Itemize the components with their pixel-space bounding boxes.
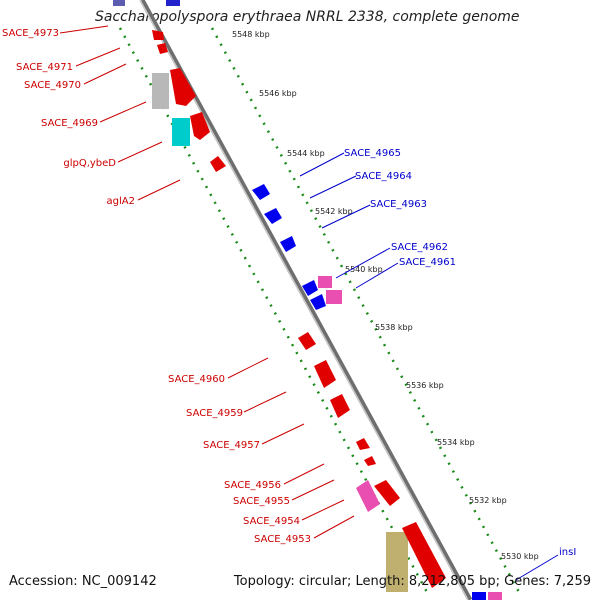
kbp-tick-label: 5538 kbp [375, 323, 413, 332]
gene-label[interactable]: SACE_4959 [186, 408, 243, 419]
gene-label[interactable]: SACE_4971 [16, 62, 73, 73]
outer-ruler-dots [210, 27, 522, 595]
gene-label[interactable]: SACE_4957 [203, 440, 260, 451]
accession-text: Accession: NC_009142 [9, 574, 157, 589]
gene-label[interactable]: SACE_4964 [355, 171, 412, 182]
connector-line [117, 141, 163, 163]
kbp-tick-label: 5536 kbp [406, 381, 444, 390]
gene-label[interactable]: SACE_4965 [344, 148, 401, 159]
gene-label[interactable]: SACE_4962 [391, 242, 448, 253]
topology-text: Topology: circular; Length: 8,212,805 bp… [233, 574, 591, 589]
connector-line [243, 391, 287, 413]
gene-arrow[interactable] [170, 68, 196, 106]
connector-line [83, 63, 127, 85]
gene-label[interactable]: SACE_4956 [224, 480, 281, 491]
gene-arrow[interactable] [298, 332, 316, 350]
gene-label[interactable]: SACE_4960 [168, 374, 225, 385]
connector-line [355, 262, 399, 289]
gene-label[interactable]: SACE_4973 [2, 28, 59, 39]
connector-line [59, 25, 109, 34]
connector-line [75, 47, 121, 67]
connector-line [137, 179, 181, 201]
gene-arrow[interactable] [356, 438, 370, 450]
connector-line [299, 152, 345, 177]
gene-label[interactable]: SACE_4963 [370, 199, 427, 210]
gene-arrow[interactable] [374, 480, 400, 506]
right-connectors [299, 152, 559, 581]
gene-label[interactable]: insI [559, 547, 576, 558]
gene-block[interactable] [152, 73, 169, 109]
kbp-ticks: 5548 kbp 5546 kbp 5544 kbp 5542 kbp 5540… [232, 30, 539, 561]
gene-arrow[interactable] [402, 522, 446, 588]
connector-line [515, 554, 559, 581]
genome-backbone-highlight [139, 0, 469, 600]
gene-label[interactable]: glpQ,ybeD [63, 158, 116, 169]
right-gene-labels: SACE_4965 SACE_4964 SACE_4963 SACE_4962 … [344, 148, 576, 558]
kbp-tick-label: 5534 kbp [437, 438, 475, 447]
gene-label[interactable]: SACE_4970 [24, 80, 81, 91]
connector-line [313, 515, 355, 539]
gene-label[interactable]: SACE_4961 [399, 257, 456, 268]
gene-block[interactable] [356, 480, 380, 512]
gene-arrow[interactable] [210, 156, 226, 172]
gene-label[interactable]: SACE_4969 [41, 118, 98, 129]
gene-label[interactable]: SACE_4953 [254, 534, 311, 545]
gene-block[interactable] [488, 592, 502, 600]
connector-line [261, 423, 305, 445]
gene-arrow[interactable] [330, 394, 350, 418]
gene-arrow[interactable] [302, 280, 318, 296]
kbp-tick-label: 5530 kbp [501, 552, 539, 561]
gene-block[interactable] [386, 532, 408, 592]
connector-line [283, 463, 325, 485]
kbp-tick-label: 5546 kbp [259, 89, 297, 98]
kbp-tick-label: 5532 kbp [469, 496, 507, 505]
inner-ruler-dots [118, 27, 430, 595]
connector-line [321, 204, 371, 229]
connector-line [227, 357, 269, 379]
forward-genes [113, 0, 446, 592]
connector-line [309, 175, 357, 199]
gene-block[interactable] [172, 118, 190, 146]
gene-block[interactable] [472, 592, 486, 600]
gene-block[interactable] [166, 0, 180, 6]
gene-label[interactable]: SACE_4955 [233, 496, 290, 507]
connector-line [335, 247, 391, 279]
left-gene-labels: SACE_4973 SACE_4971 SACE_4970 SACE_4969 … [2, 28, 311, 545]
left-connectors [59, 25, 355, 539]
connector-line [99, 101, 147, 123]
gene-label[interactable]: aglA2 [107, 196, 135, 207]
gene-arrow[interactable] [157, 43, 168, 54]
gene-block[interactable] [326, 290, 342, 304]
gene-block[interactable] [113, 0, 125, 6]
gene-arrow[interactable] [152, 30, 164, 40]
gene-arrow[interactable] [252, 184, 270, 200]
gene-arrow[interactable] [264, 208, 282, 224]
gene-block[interactable] [318, 276, 332, 288]
gene-arrow[interactable] [280, 236, 296, 252]
connector-line [291, 479, 335, 501]
genome-backbone [139, 0, 473, 600]
kbp-tick-label: 5540 kbp [345, 265, 383, 274]
reverse-genes [166, 0, 502, 600]
gene-arrow[interactable] [310, 294, 326, 310]
gene-arrow[interactable] [190, 112, 210, 140]
kbp-tick-label: 5544 kbp [287, 149, 325, 158]
gene-label[interactable]: SACE_4954 [243, 516, 300, 527]
gene-arrow[interactable] [364, 456, 376, 466]
gene-arrow[interactable] [314, 360, 336, 388]
kbp-tick-label: 5548 kbp [232, 30, 270, 39]
map-title: Saccharopolyspora erythraea NRRL 2338, c… [95, 9, 520, 25]
kbp-tick-label: 5542 kbp [315, 207, 353, 216]
connector-line [301, 499, 345, 521]
